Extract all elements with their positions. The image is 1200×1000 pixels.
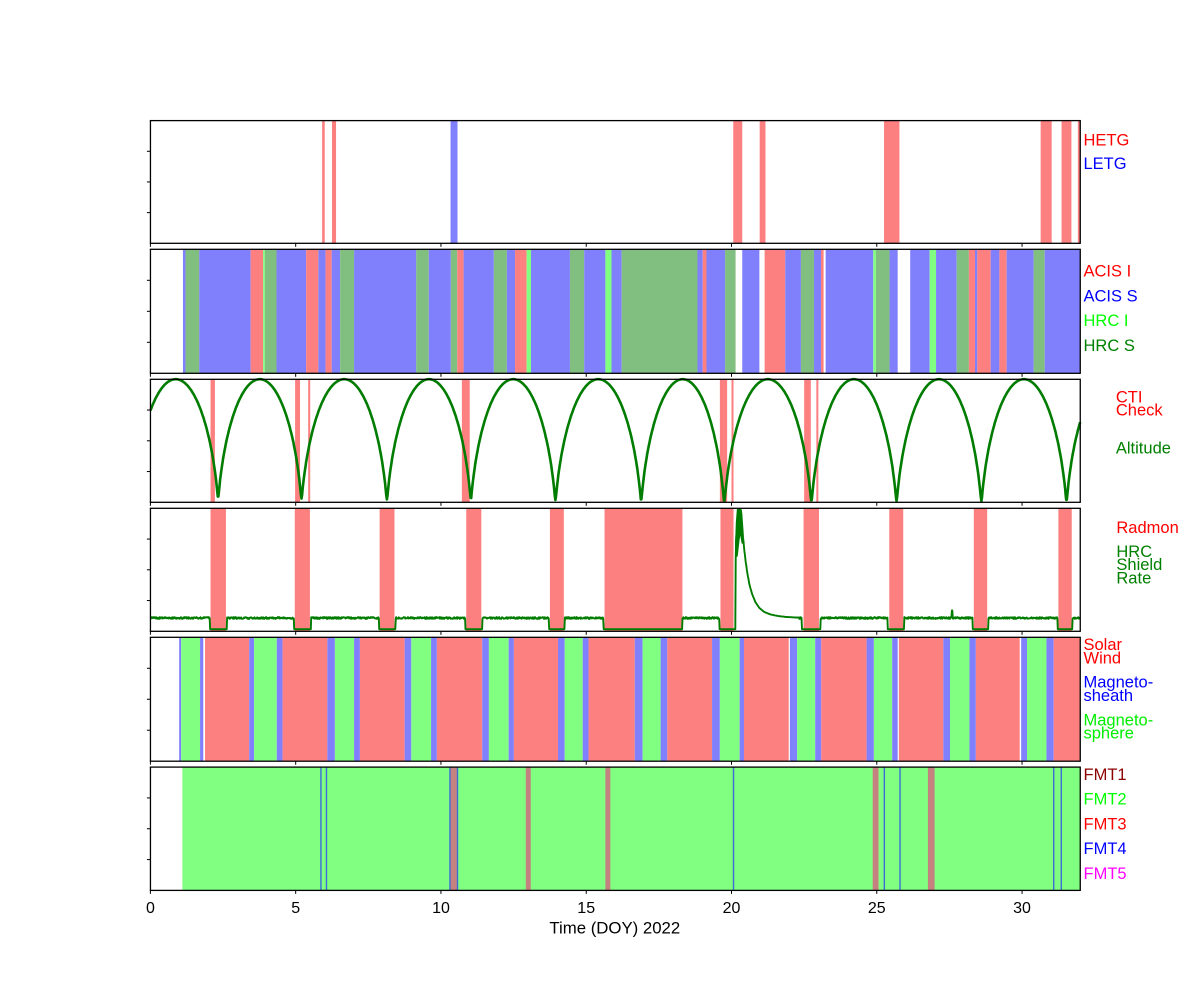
svg-text:FMT5: FMT5 [1084, 865, 1127, 883]
svg-text:LETG: LETG [1084, 155, 1127, 173]
svg-text:0: 0 [146, 900, 155, 917]
svg-text:Magneto-: Magneto- [1084, 674, 1154, 692]
svg-text:Radmon: Radmon [1116, 519, 1178, 537]
svg-text:Shield: Shield [1116, 556, 1162, 574]
svg-text:Altitude: Altitude [1116, 440, 1171, 458]
svg-text:ACIS I: ACIS I [1084, 262, 1132, 280]
svg-text:HRC I: HRC I [1084, 312, 1129, 330]
svg-text:FMT4: FMT4 [1084, 840, 1127, 858]
svg-text:20: 20 [723, 900, 741, 917]
svg-text:Check: Check [1116, 402, 1164, 420]
svg-text:FMT3: FMT3 [1084, 815, 1127, 833]
svg-text:30: 30 [1013, 900, 1031, 917]
svg-text:HRC: HRC [1116, 543, 1152, 561]
svg-text:ACIS S: ACIS S [1084, 287, 1138, 305]
svg-text:FMT1: FMT1 [1084, 766, 1127, 784]
svg-text:FMT2: FMT2 [1084, 791, 1127, 809]
svg-text:Solar: Solar [1084, 636, 1123, 654]
svg-text:HRC S: HRC S [1084, 337, 1135, 355]
svg-text:25: 25 [868, 900, 886, 917]
svg-text:Rate: Rate [1116, 569, 1151, 587]
svg-text:sheath: sheath [1084, 687, 1134, 705]
svg-text:CTI: CTI [1116, 389, 1143, 407]
svg-text:HETG: HETG [1084, 132, 1130, 150]
svg-text:5: 5 [291, 900, 300, 917]
svg-text:Magneto-: Magneto- [1084, 711, 1154, 729]
svg-text:Wind: Wind [1084, 649, 1122, 667]
svg-text:Time (DOY) 2022: Time (DOY) 2022 [549, 918, 680, 937]
svg-text:15: 15 [577, 900, 595, 917]
svg-text:sphere: sphere [1084, 725, 1134, 743]
svg-text:10: 10 [432, 900, 450, 917]
